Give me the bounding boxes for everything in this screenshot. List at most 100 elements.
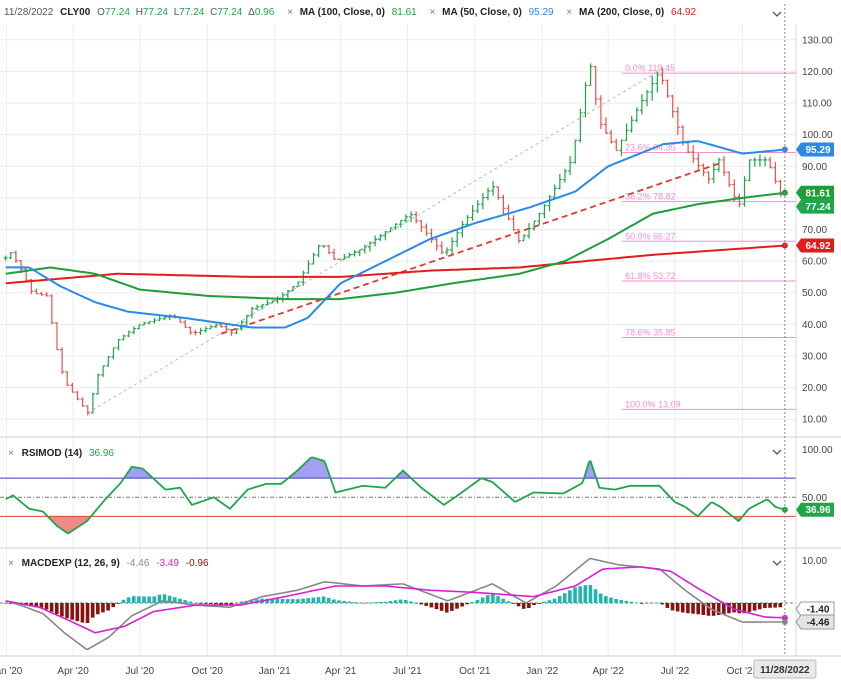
ohlc-bar <box>675 106 680 136</box>
macd-histogram-bar <box>178 598 182 603</box>
macd-histogram-bar <box>142 596 146 603</box>
ohlc-change: 0.96 <box>255 7 275 18</box>
ohlc-bar <box>362 244 367 254</box>
ohlc-bar <box>219 324 224 328</box>
ohlc-bar <box>111 347 116 360</box>
macd-histogram-bar <box>403 600 408 603</box>
ohlc-bar <box>137 324 142 330</box>
ohlc-key-high: H <box>136 7 143 18</box>
ohlc-bar <box>65 371 70 387</box>
ohlc-bar <box>650 75 655 101</box>
remove-ma200-icon[interactable]: × <box>566 7 572 18</box>
macd-histogram-bar <box>434 603 439 610</box>
macd-histogram-bar <box>8 603 13 604</box>
gray-trendline[interactable] <box>87 67 664 414</box>
ohlc-bar <box>439 241 444 255</box>
macd-histogram-bar <box>326 597 331 603</box>
ohlc-bar <box>393 223 398 230</box>
macd-histogram-bar <box>562 593 567 603</box>
remove-ma100-icon[interactable]: × <box>287 7 293 18</box>
ohlc-bar <box>727 171 732 188</box>
ohlc-bar <box>291 286 296 292</box>
ohlc-bar <box>188 326 193 335</box>
ohlc-bar <box>126 330 131 338</box>
fib-level-label: 78.6% 35.85 <box>625 327 676 337</box>
ohlc-bar <box>157 315 162 322</box>
price-tick-label: 130.00 <box>802 35 833 46</box>
last-date-box <box>753 659 817 679</box>
macd-collapse-chevron-icon[interactable] <box>772 560 782 566</box>
remove-ma50-icon[interactable]: × <box>430 7 436 18</box>
ma100-line[interactable] <box>5 191 786 301</box>
price-panel[interactable]: 0.0% 119.45 23.6% 94.35 38.2% 78.82 50.0% 6… <box>3 63 796 416</box>
macd-value-1: -4.46 <box>127 558 150 569</box>
ma200-line[interactable] <box>5 244 785 285</box>
ohlc-bar <box>506 204 511 220</box>
ohlc-bar <box>757 154 762 167</box>
ohlc-bar <box>214 323 219 328</box>
macd-histogram-bar <box>696 603 700 615</box>
macd-histogram-bar <box>757 603 762 610</box>
ohlc-bar <box>208 325 213 330</box>
price-tick-label: 10.00 <box>802 415 827 426</box>
macd-histogram-bar <box>131 596 136 603</box>
ohlc-bar <box>706 171 711 184</box>
x-tick-label: Jan '22 <box>526 666 558 677</box>
x-tick-label: Oct '20 <box>192 666 224 677</box>
rsi-panel[interactable] <box>0 456 796 535</box>
macd-histogram-bar <box>506 601 511 603</box>
macd-histogram-bar <box>527 603 531 609</box>
ohlc-key-change: Δ <box>248 7 255 18</box>
ohlc-bar <box>311 252 316 265</box>
ohlc-bar <box>332 248 337 260</box>
macd-histogram-bar <box>573 587 577 603</box>
price-badge-text: 77.24 <box>805 202 830 213</box>
ohlc-bar <box>768 156 773 169</box>
macd-histogram-bar <box>280 598 285 603</box>
ohlc-bar <box>444 247 449 256</box>
ohlc-close: 77.24 <box>217 7 242 18</box>
ohlc-bar <box>229 328 234 336</box>
ohlc-bar <box>491 180 496 196</box>
ohlc-bar <box>296 281 301 288</box>
ohlc-bar <box>562 168 567 183</box>
ohlc-bar <box>321 245 326 248</box>
remove-rsi-icon[interactable]: × <box>8 448 14 459</box>
macd-histogram-bar <box>511 603 516 604</box>
ohlc-bar <box>121 334 126 341</box>
ohlc-bar <box>752 157 757 167</box>
remove-macd-icon[interactable]: × <box>8 558 14 569</box>
collapse-chevron-icon[interactable] <box>772 11 782 17</box>
macd-histogram-bar <box>455 603 459 609</box>
red-trendline[interactable] <box>220 162 721 335</box>
macd-histogram-bar <box>378 602 382 603</box>
macd-panel[interactable] <box>0 557 796 651</box>
ohlc-bar <box>465 214 470 225</box>
macd-histogram-bar <box>429 603 434 608</box>
macd-histogram-bar <box>737 603 742 614</box>
macd-histogram-bar <box>383 601 387 603</box>
macd-signal-line[interactable] <box>5 566 785 634</box>
ohlc-bar <box>398 219 403 228</box>
ohlc-bar <box>598 95 603 129</box>
x-tick-label: Apr '20 <box>57 666 89 677</box>
macd-histogram-bar <box>249 600 254 603</box>
macd-histogram-bar <box>496 596 500 603</box>
macd-histogram-bar <box>285 598 290 603</box>
macd-histogram-bar <box>547 600 552 603</box>
ohlc-bar <box>701 163 706 177</box>
macd-histogram-bar <box>701 603 706 616</box>
ohlc-bar <box>722 156 727 177</box>
macd-histogram-bar <box>537 603 541 604</box>
ma50-line[interactable] <box>5 140 786 329</box>
macd-histogram-bar <box>373 602 377 604</box>
macd-histogram-bar <box>54 603 59 615</box>
macd-histogram-bar <box>157 594 162 603</box>
rsi-collapse-chevron-icon[interactable] <box>772 449 782 455</box>
rsi-line[interactable] <box>5 456 786 535</box>
ohlc-bar <box>116 338 121 351</box>
macd-histogram-bar <box>234 602 239 604</box>
x-tick-label: Jan '21 <box>259 666 291 677</box>
macd-histogram-bar <box>727 603 731 614</box>
